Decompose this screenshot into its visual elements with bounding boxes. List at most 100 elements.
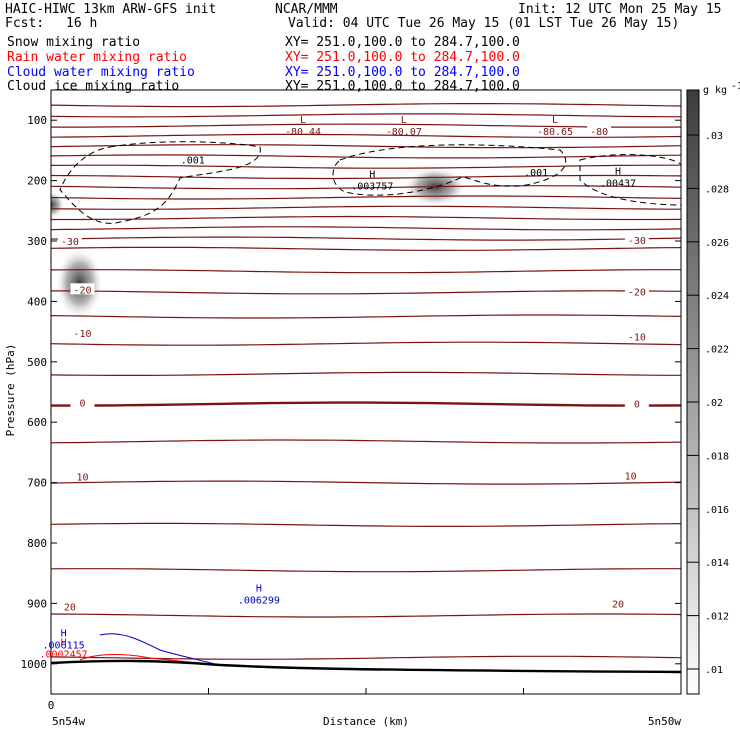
extremum-marker: L xyxy=(401,115,407,126)
isotherm-line xyxy=(51,123,681,128)
isotherm-line xyxy=(51,480,681,485)
isotherm-line xyxy=(51,269,681,274)
isotherm-line xyxy=(51,290,681,295)
extremum-marker: H xyxy=(615,167,621,178)
colorbar-label: .024 xyxy=(705,291,729,302)
valid-time: Valid: 04 UTC Tue 26 May 15 (01 LST Tue … xyxy=(288,16,680,31)
cloud-ice-label: .001 xyxy=(524,168,548,179)
extremum-marker: H xyxy=(61,638,67,649)
cloud-ice-label: .001 xyxy=(181,155,205,166)
extremum-value: .003757 xyxy=(351,182,393,193)
isotherm-label-bg xyxy=(70,470,95,482)
isotherm-label: 10 xyxy=(76,473,88,484)
isotherm-label-bg xyxy=(587,125,612,137)
extremum-value: -80.44 xyxy=(285,127,321,138)
colorbar-ramp xyxy=(686,89,700,695)
terrain-fill xyxy=(51,660,681,694)
isotherm-label: -30 xyxy=(628,236,646,247)
extremum-value: .00437 xyxy=(600,179,636,190)
colorbar-label: .018 xyxy=(705,451,729,462)
cloud-ice-contour xyxy=(59,141,261,224)
isotherm-label-bg xyxy=(70,396,95,408)
isotherm-line xyxy=(51,246,681,252)
y-tick-label: 400 xyxy=(27,295,47,308)
colorbar-label: .016 xyxy=(705,505,729,516)
isotherm-label: -10 xyxy=(73,329,91,340)
cloud-water-contour xyxy=(99,633,216,665)
y-tick-label: 500 xyxy=(27,356,47,369)
colorbar-label: .03 xyxy=(705,131,723,142)
isotherm-label-bg xyxy=(57,235,82,246)
y-tick-label: 100 xyxy=(27,114,47,127)
isotherm-line xyxy=(51,154,681,159)
cloud-ice-contour xyxy=(579,154,681,206)
isotherm-label-bg xyxy=(70,283,95,295)
colorbar-label: .02 xyxy=(705,398,723,409)
y-tick-label: 1000 xyxy=(21,658,48,671)
isotherm-label: 20 xyxy=(612,599,624,610)
isotherm-line xyxy=(51,236,681,241)
field-snow-xy: XY= 251.0,100.0 to 284.7,100.0 xyxy=(285,35,520,50)
field-rain-name: Rain water mixing ratio xyxy=(7,50,188,65)
isotherm-label-bg xyxy=(57,600,82,612)
isotherm-label: 20 xyxy=(64,602,76,613)
colorbar-label: .022 xyxy=(705,345,729,356)
extremum-value: .006299 xyxy=(238,595,280,606)
fcst-label: Fcst: xyxy=(5,16,45,31)
isotherm-label: 0 xyxy=(79,398,85,409)
isotherm-label: -20 xyxy=(628,288,646,299)
field-cloudwater-name: Cloud water mixing ratio xyxy=(7,65,195,80)
isotherm-line xyxy=(51,215,681,221)
colorbar-label: .01 xyxy=(705,665,723,676)
isotherm-line xyxy=(51,522,681,527)
field-rain-xy: XY= 251.0,100.0 to 284.7,100.0 xyxy=(285,50,520,65)
isotherm-label-bg xyxy=(618,469,643,481)
extremum-marker: L xyxy=(552,115,558,126)
isotherm-line xyxy=(51,195,681,200)
isotherm-line xyxy=(51,185,681,190)
isotherm-line xyxy=(51,174,681,180)
extremum-marker: H xyxy=(61,629,67,640)
snow-max-blob xyxy=(55,247,104,320)
colorbar-unit: g kg xyxy=(703,85,727,96)
isotherm-line xyxy=(51,341,681,346)
y-tick-label: 600 xyxy=(27,416,47,429)
extremum-value: -80.07 xyxy=(386,127,422,138)
field-cloudwater-xy: XY= 251.0,100.0 to 284.7,100.0 xyxy=(285,65,520,80)
x-end-right: 5n50w xyxy=(648,715,681,728)
extremum-value: -80.65 xyxy=(537,127,573,138)
colorbar-label: .028 xyxy=(705,184,729,195)
isotherm-line xyxy=(51,568,681,573)
org-label: NCAR/MMM xyxy=(275,2,338,17)
colorbar-unit-exponent: -1 xyxy=(731,81,740,92)
extremum-value: .0002457 xyxy=(40,650,88,661)
isotherm-label-bg xyxy=(624,285,649,297)
isotherm-line xyxy=(51,144,681,149)
isotherm-label-bg xyxy=(624,330,649,342)
isotherm-line xyxy=(51,205,681,210)
isotherm-label-bg xyxy=(606,597,630,609)
isotherm-line xyxy=(51,314,681,319)
isotherm-label-bg xyxy=(70,326,95,338)
isotherm-label-bg xyxy=(624,397,649,409)
x-axis-label: Distance (km) xyxy=(323,715,409,728)
x-end-left: 5n54w xyxy=(52,715,85,728)
isotherm-line xyxy=(51,401,681,407)
isotherm-line xyxy=(51,164,681,169)
isotherm-line xyxy=(51,613,681,618)
x-tick-0: 0 xyxy=(48,699,55,712)
colorbar-label: .012 xyxy=(705,612,729,623)
isotherm-line xyxy=(51,103,681,108)
isotherm-line xyxy=(51,226,681,231)
y-tick-label: 300 xyxy=(27,235,47,248)
isotherm-label: -80 xyxy=(590,127,608,138)
isotherm-line xyxy=(51,133,681,138)
y-tick-label: 800 xyxy=(27,537,47,550)
y-axis-label: Pressure (hPa) xyxy=(4,344,17,437)
extremum-marker: H xyxy=(256,583,262,594)
isotherm-label: 10 xyxy=(625,471,637,482)
extremum-value: .006115 xyxy=(43,641,85,652)
y-tick-label: 900 xyxy=(27,597,47,610)
isotherm-label-bg xyxy=(624,233,649,245)
